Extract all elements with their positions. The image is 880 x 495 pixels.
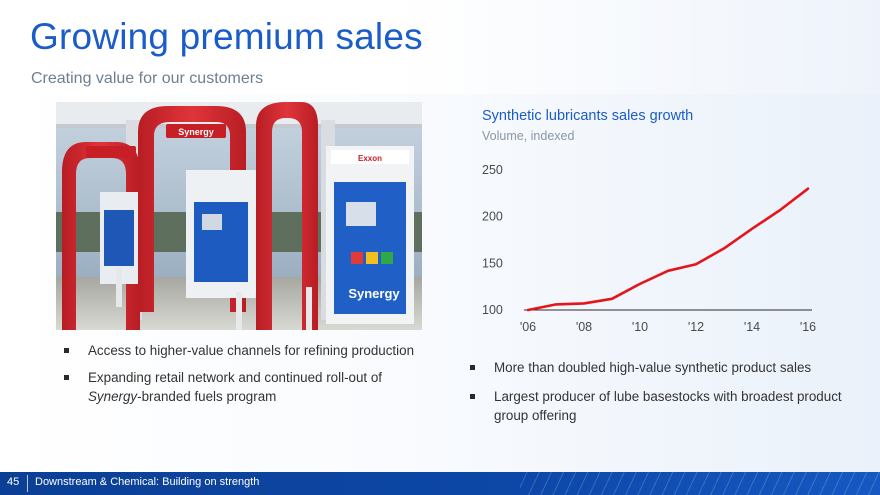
page-title: Growing premium sales — [30, 16, 423, 57]
series-line — [526, 187, 810, 312]
list-item: Largest producer of lube basestocks with… — [468, 387, 848, 425]
page-number: 45 — [7, 476, 20, 488]
footer-bar: 45 Downstream & Chemical: Building on st… — [0, 472, 880, 495]
bullet-text-pre: Expanding retail network and continued r… — [88, 370, 383, 385]
bullet-text-post: -branded fuels program — [137, 389, 277, 404]
x-tick-label: '10 — [632, 320, 648, 334]
bullet-text: Largest producer of lube basestocks with… — [494, 389, 842, 423]
bullet-text: Access to higher-value channels for refi… — [88, 343, 415, 358]
exxon-pump-text: Exxon — [358, 154, 382, 163]
y-tick-label: 250 — [482, 163, 503, 177]
square-bullet-icon — [64, 375, 69, 380]
list-item: More than doubled high-value synthetic p… — [468, 358, 848, 377]
footer-divider — [27, 475, 28, 492]
x-tick-label: '16 — [800, 320, 816, 334]
synergy-sign-text: Synergy — [178, 127, 214, 137]
gas-station-illustration: Synergy Exxon Synergy — [56, 102, 422, 330]
list-item: Expanding retail network and continued r… — [62, 368, 422, 406]
square-bullet-icon — [64, 348, 69, 353]
square-bullet-icon — [470, 365, 475, 370]
y-tick-label: 150 — [482, 256, 503, 270]
x-tick-label: '06 — [520, 320, 536, 334]
x-tick-label: '14 — [744, 320, 760, 334]
right-bullet-list: More than doubled high-value synthetic p… — [468, 358, 848, 435]
footer-pattern — [520, 472, 880, 495]
y-tick-label: 100 — [482, 303, 503, 317]
left-bullet-list: Access to higher-value channels for refi… — [62, 341, 422, 414]
bullet-text-emphasis: Synergy — [88, 389, 138, 404]
list-item: Access to higher-value channels for refi… — [62, 341, 422, 360]
square-bullet-icon — [470, 394, 475, 399]
page-subtitle: Creating value for our customers — [31, 70, 264, 87]
bullet-text: More than doubled high-value synthetic p… — [494, 360, 812, 375]
line-chart: 100 150 200 250 '06 '08 '10 '12 '14 '16 — [482, 163, 816, 334]
gas-station-photo: Synergy Exxon Synergy — [56, 102, 422, 330]
x-tick-label: '12 — [688, 320, 704, 334]
y-tick-label: 200 — [482, 210, 503, 224]
chart-subtitle: Volume, indexed — [482, 129, 575, 143]
footer-label: Downstream & Chemical: Building on stren… — [35, 476, 260, 488]
pump-synergy-text: Synergy — [348, 286, 400, 301]
x-tick-label: '08 — [576, 320, 592, 334]
chart-title: Synthetic lubricants sales growth — [482, 108, 694, 124]
